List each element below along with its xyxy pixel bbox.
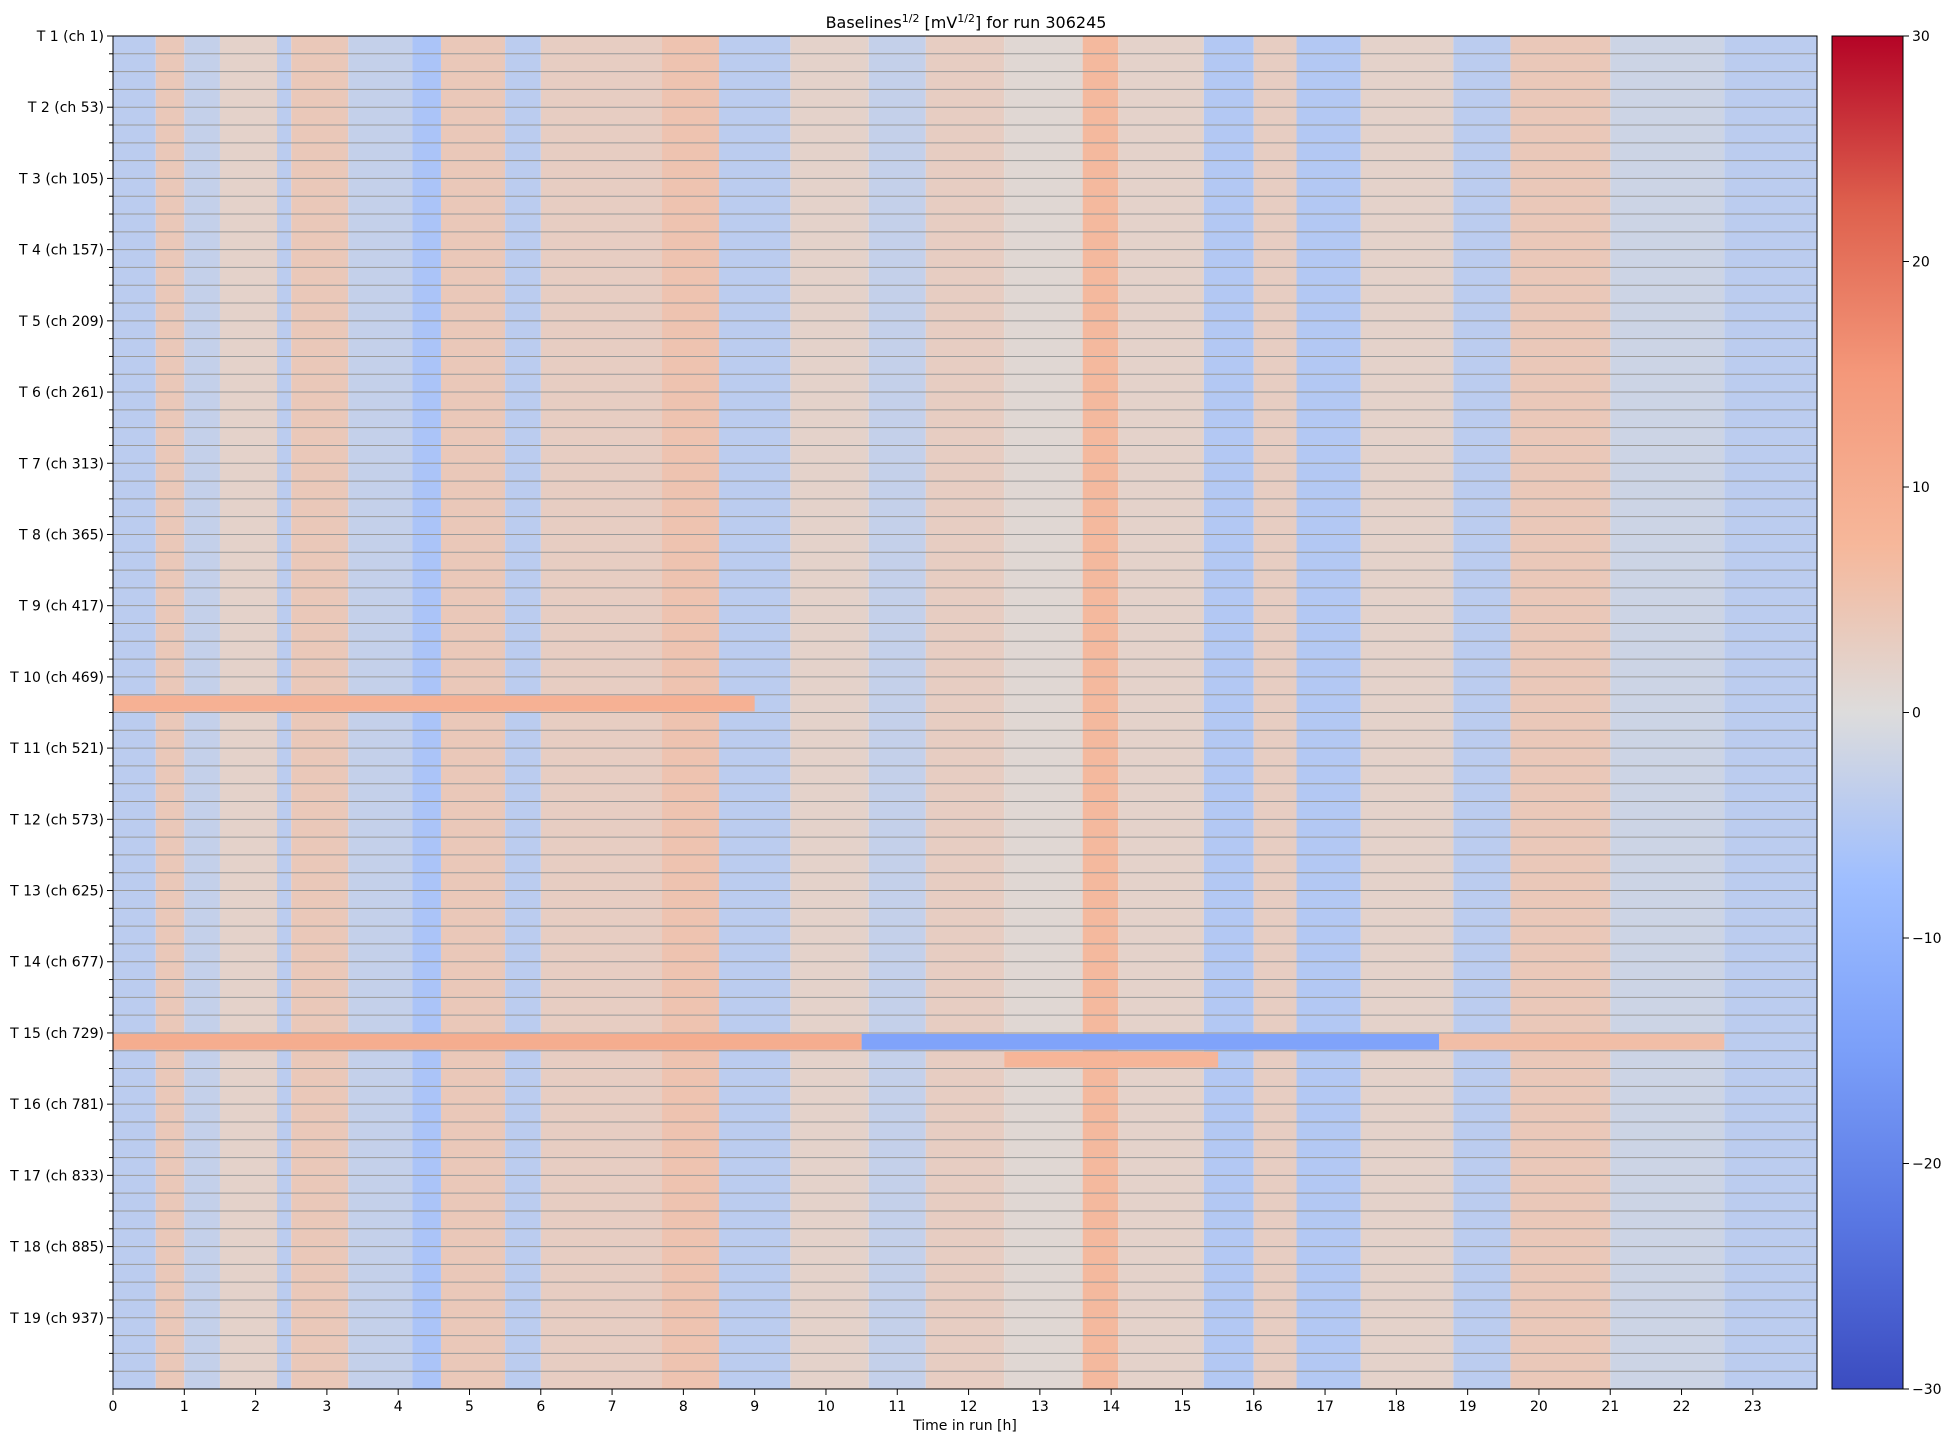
colorbar-tick-label: 0 [1912,706,1921,722]
colorbar-tick-label: −20 [1912,1157,1942,1173]
y-tick-label: T 4 (ch 157) [18,243,104,259]
y-tick-label: T 11 (ch 521) [9,741,104,757]
heatmap-row-anomaly [1439,1033,1725,1050]
y-tick-label: T 6 (ch 261) [18,385,104,401]
y-tick-label: T 19 (ch 937) [9,1311,104,1327]
x-tick-label: 0 [109,1399,118,1415]
title-part-base: Baselines [826,13,902,32]
y-tick-label: T 15 (ch 729) [9,1026,104,1042]
heatmap-row-anomaly [113,1033,862,1050]
y-tick-label: T 16 (ch 781) [9,1097,104,1113]
heatmap-row-anomaly [1004,1051,1219,1068]
y-tick-label: T 12 (ch 573) [9,812,104,828]
heatmap-row-anomaly [113,695,755,712]
y-axis: T 1 (ch 1) T 2 (ch 53) T 3 (ch 105) T 4 (ch… [9,29,113,1372]
x-tick-label: 22 [1673,1399,1691,1415]
x-tick-label: 5 [465,1399,474,1415]
colorbar-tick-label: 30 [1912,29,1930,45]
y-tick-label: T 2 (ch 53) [27,100,104,116]
colorbar-tick-label: 20 [1912,255,1930,271]
y-tick-label: T 1 (ch 1) [36,29,104,45]
x-tick-label: 9 [750,1399,759,1415]
x-tick-label: 10 [817,1399,835,1415]
x-tick-label: 16 [1245,1399,1263,1415]
colorbar-tick-label: 10 [1912,480,1930,496]
x-tick-label: 7 [608,1399,617,1415]
y-tick-label: T 7 (ch 313) [18,456,104,472]
x-axis: 0 1 2 3 4 5 6 7 8 9 10 11 12 13 14 15 16 17 18 19 20 21 22 23 [109,1389,1762,1415]
y-tick-label: T 5 (ch 209) [18,314,104,330]
heatmap-row-anomaly [861,1033,1440,1050]
x-tick-label: 2 [251,1399,260,1415]
title-part-sup2: 1/2 [957,12,975,25]
y-tick-label: T 14 (ch 677) [9,955,104,971]
y-tick-label: T 10 (ch 469) [9,670,104,686]
y-tick-label: T 9 (ch 417) [18,599,104,615]
x-tick-label: 20 [1530,1399,1548,1415]
x-tick-label: 15 [1174,1399,1192,1415]
colorbar [1831,35,1904,1390]
title-part-sup1: 1/2 [902,12,920,25]
x-tick-label: 19 [1459,1399,1477,1415]
y-tick-label: T 13 (ch 625) [9,884,104,900]
title-part-mid: [mV [919,13,957,32]
y-tick-label: T 8 (ch 365) [18,527,104,543]
x-tick-label: 6 [536,1399,545,1415]
x-tick-label: 13 [1031,1399,1049,1415]
x-tick-label: 4 [394,1399,403,1415]
y-tick-label: T 17 (ch 833) [9,1168,104,1184]
x-tick-label: 12 [960,1399,978,1415]
x-tick-label: 1 [180,1399,189,1415]
x-tick-label: 8 [679,1399,688,1415]
row-grid-lines [113,53,1817,1372]
title-part-end: ] for run 306245 [975,13,1106,32]
x-tick-label: 11 [888,1399,906,1415]
x-tick-label: 23 [1744,1399,1762,1415]
x-axis-label: Time in run [h] [912,1418,1017,1434]
x-tick-label: 14 [1102,1399,1120,1415]
x-tick-label: 21 [1601,1399,1619,1415]
y-tick-label: T 3 (ch 105) [18,171,104,187]
y-tick-label: T 18 (ch 885) [9,1240,104,1256]
x-tick-label: 17 [1316,1399,1334,1415]
chart-title: Baselines1/2 [mV1/2] for run 306245 [826,12,1107,33]
colorbar-tick-label: −10 [1912,931,1942,947]
colorbar-tick-label: −30 [1912,1382,1942,1398]
x-tick-label: 18 [1387,1399,1405,1415]
colorbar-axis: 30 20 10 0 −10 −20 −30 [1903,29,1942,1398]
x-tick-label: 3 [322,1399,331,1415]
